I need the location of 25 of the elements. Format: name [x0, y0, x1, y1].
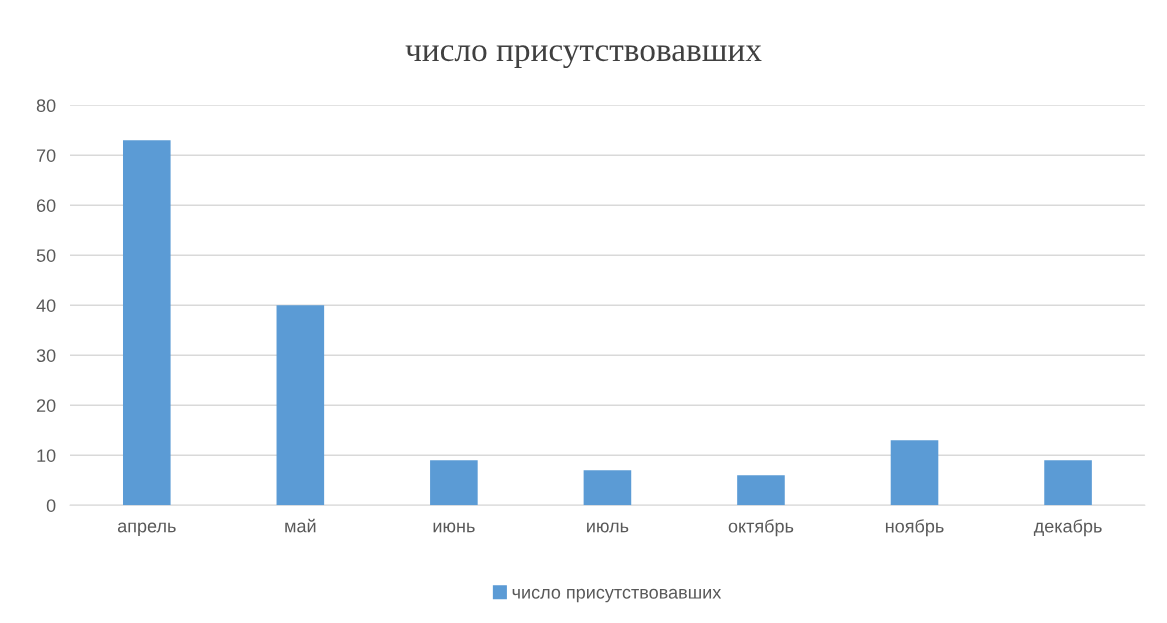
bar [890, 440, 939, 506]
legend-label: число присутствовавших [512, 588, 722, 603]
y-tick-label: 60 [36, 199, 56, 212]
y-tick-label: 40 [36, 299, 56, 312]
bar [122, 140, 171, 506]
chart-title: число присутствовавших [405, 45, 762, 69]
y-tick-label: 50 [36, 249, 56, 262]
x-tick-label: май [285, 518, 316, 533]
x-tick-label: июль [587, 522, 629, 533]
bar [1044, 460, 1092, 506]
bar [737, 475, 785, 506]
x-tick-label: ноябрь [885, 519, 944, 537]
y-tick-label: 80 [36, 99, 56, 113]
bar [276, 305, 325, 506]
x-tick-label: октябрь [728, 519, 794, 537]
y-tick-label: 70 [36, 149, 56, 162]
y-tick-label: 0 [46, 499, 56, 512]
bar [430, 460, 478, 506]
bar [583, 470, 632, 506]
y-tick-label: 30 [36, 349, 56, 362]
x-tick-label: июнь [433, 522, 475, 533]
y-tick-label: 20 [36, 399, 56, 412]
y-tick-label: 10 [37, 449, 56, 462]
x-tick-label: декабрь [1033, 519, 1102, 537]
x-tick-label: апрель [117, 522, 176, 536]
